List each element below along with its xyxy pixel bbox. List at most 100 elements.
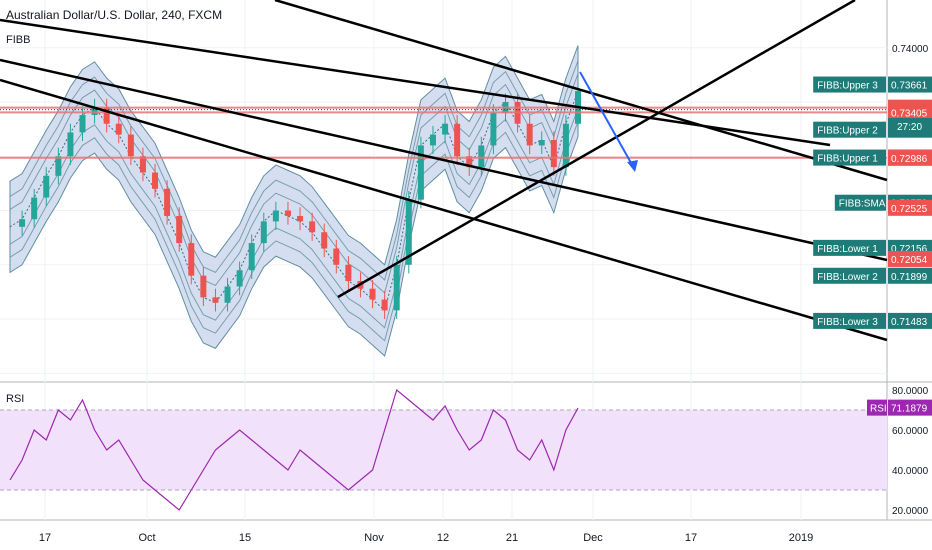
price-tick-label: 0.74000 [892, 44, 929, 55]
candle-body [79, 115, 86, 133]
candle-body [43, 175, 50, 198]
fibb-level-value: 0.72156 [891, 244, 928, 255]
price-level-value: 0.73405 [891, 108, 928, 119]
projection-arrow [579, 71, 636, 171]
candle-body [236, 270, 243, 287]
bollinger-line-1 [9, 73, 579, 294]
price-level-badge [888, 104, 932, 121]
fibb-level-value: 0.71899 [891, 272, 928, 283]
projection-arrow-head [627, 160, 638, 172]
candle-body [345, 264, 352, 282]
candle-body [224, 286, 231, 303]
candle-body [103, 107, 110, 124]
rsi-label-badge-text: RSI [870, 404, 887, 415]
candle-body [333, 248, 340, 265]
candle-body [309, 221, 316, 233]
candle-body [127, 134, 134, 157]
price-level-badge [888, 250, 932, 267]
rsi-tick-label: 20.0000 [892, 506, 929, 517]
x-tick-label: 17 [39, 532, 51, 544]
candle-body [454, 123, 461, 157]
candle-body [164, 188, 171, 216]
x-tick-label: Nov [364, 532, 384, 544]
fibb-level-label-badge [834, 194, 886, 211]
fibb-level-label: FIBB:Lower 1 [817, 244, 878, 255]
fibb-level-label-badge [813, 267, 886, 284]
candle-body [429, 134, 436, 146]
trend-line [337, 0, 856, 299]
candle-body [442, 123, 449, 135]
x-tick-label: 2019 [789, 532, 813, 544]
candle-body [417, 145, 424, 200]
fibb-level-badge [888, 76, 932, 93]
fibb-level-label: FIBB:Upper 3 [817, 81, 878, 92]
candle-body [176, 215, 183, 244]
trend-line [274, 0, 888, 182]
trend-line [0, 58, 888, 262]
candle-body [152, 172, 159, 189]
candle-body [284, 210, 291, 216]
candle-body [526, 123, 533, 146]
price-level-badge [888, 149, 932, 166]
candle-body [212, 297, 219, 303]
trend-line [0, 18, 831, 147]
x-tick-label: Oct [138, 532, 155, 544]
fibb-level-label-badge [813, 312, 886, 329]
candle-body [248, 243, 255, 271]
candle-body [466, 156, 473, 168]
fibb-level-label: FIBB:Upper 1 [817, 154, 878, 165]
price-level-value: 0.72054 [891, 255, 928, 266]
candle-body [369, 288, 376, 300]
candle-body [31, 197, 38, 220]
candle-body [19, 219, 26, 227]
candle-body [562, 123, 569, 168]
candle-body [260, 221, 267, 244]
candle-body [490, 112, 497, 146]
fibb-level-label-badge [813, 239, 886, 256]
fibb-level-value: 0.71483 [891, 317, 928, 328]
rsi-band-fill [0, 410, 887, 490]
candle-body [478, 145, 485, 168]
fibb-level-label-badge [813, 121, 886, 138]
x-tick-label: 15 [239, 532, 251, 544]
trend-line [0, 78, 888, 342]
bollinger-line-3 [9, 121, 579, 342]
candle-body [405, 199, 412, 265]
fibb-level-label: FIBB:Upper 2 [817, 126, 878, 137]
rsi-tick-label: 40.0000 [892, 466, 929, 477]
fibb-level-label-badge [813, 76, 886, 93]
rsi-tick-label: 60.0000 [892, 426, 929, 437]
rsi-value-badge [888, 399, 932, 416]
fibb-level-badge [888, 267, 932, 284]
candle-body [91, 107, 98, 116]
x-tick-label: 17 [685, 532, 697, 544]
candle-body [297, 215, 304, 222]
candle-body [321, 232, 328, 249]
candle-body [538, 139, 545, 146]
fibb-level-badge [888, 312, 932, 329]
x-tick-label: Dec [583, 532, 603, 544]
candle-body [55, 156, 62, 176]
rsi-label: RSI [6, 393, 25, 405]
candle-body [272, 210, 279, 222]
rsi-tick-label: 80.0000 [892, 386, 929, 397]
candle-body [381, 299, 388, 311]
rsi-label-badge [867, 399, 887, 416]
chart-title: Australian Dollar/U.S. Dollar, 240, FXCM [6, 8, 223, 22]
countdown-text: 27:20 [897, 122, 922, 133]
fibb-level-value: 0.73661 [891, 81, 928, 92]
rsi-value-text: 71.1879 [891, 404, 928, 415]
fibb-level-label: FIBB:Lower 2 [817, 272, 878, 283]
candle-body [200, 275, 207, 298]
fibb-level-label: FIBB:Lower 3 [817, 317, 878, 328]
candle-body [188, 243, 195, 276]
fibb-level-label-badge [813, 149, 886, 166]
price-level-badge [888, 199, 932, 216]
fibb-level-label: FIBB:SMA [839, 199, 886, 210]
candle-body [550, 139, 557, 168]
indicator-label: FIBB [6, 34, 31, 46]
price-level-value: 0.72986 [891, 154, 928, 165]
candle-body [393, 264, 400, 311]
x-tick-label: 12 [437, 532, 449, 544]
